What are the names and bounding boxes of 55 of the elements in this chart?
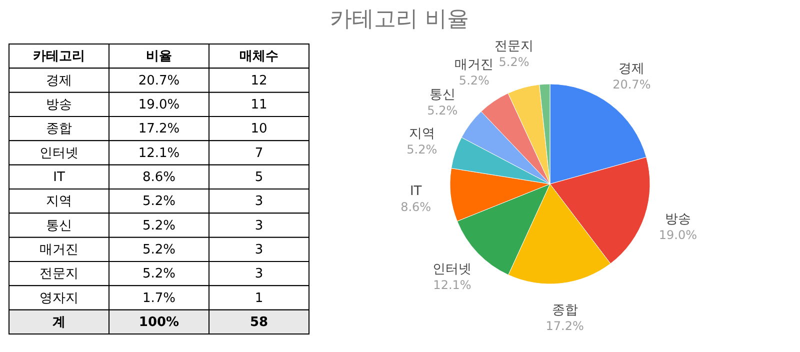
text: 19.0% (138, 97, 180, 112)
data-label: 12.1% (433, 278, 472, 292)
text: 100% (138, 314, 180, 330)
slice-label: 경제 (618, 62, 645, 76)
text: 매체수 (240, 49, 278, 64)
text: IT (53, 170, 65, 185)
text: 20.7% (138, 73, 180, 88)
text: 통신 (46, 218, 72, 234)
text: 종합 (46, 122, 72, 137)
text: 10 (250, 122, 268, 137)
slice-label: 전문지 (494, 38, 534, 54)
slice-label: 통신 (429, 88, 456, 103)
slice-label: 지역 (408, 126, 435, 142)
data-label: 5.2% (427, 104, 458, 118)
data-label: 8.6% (400, 200, 432, 214)
text: 전문지 (40, 266, 78, 282)
text: 17.2% (138, 122, 180, 137)
data-label: 17.2% (546, 319, 584, 334)
text: 5.2% (142, 266, 176, 282)
text: 1.7% (142, 290, 176, 306)
text: 5 (254, 170, 264, 185)
text: 방송 (46, 97, 72, 112)
text: 경제 (46, 73, 72, 88)
text: 5.2% (142, 242, 176, 258)
text: 3 (254, 218, 264, 234)
text: 계 (52, 314, 66, 330)
text: 58 (250, 314, 268, 330)
text: 8.6% (142, 170, 176, 185)
text: 12 (250, 73, 268, 88)
text: 5.2% (142, 194, 176, 210)
data-label: 5.2% (458, 73, 490, 88)
text: 지역 (46, 194, 72, 210)
text: 5.2% (142, 218, 176, 234)
data-label: 5.2% (498, 54, 530, 69)
text: 카테고리 (33, 49, 85, 64)
text: 영자지 (40, 290, 78, 306)
text: 11 (250, 97, 268, 112)
text: 3 (254, 242, 264, 258)
text: 3 (254, 266, 264, 282)
text: 인터넷 (40, 146, 78, 161)
slice-label: 매거진 (454, 57, 494, 72)
data-label: 20.7% (612, 78, 651, 92)
data-label: 5.2% (406, 142, 438, 156)
text: 12.1% (138, 146, 180, 161)
slice-label: 인터넷 (432, 262, 472, 278)
slice-label: 방송 (664, 212, 691, 228)
text: 1 (254, 290, 264, 306)
text: 매거진 (40, 242, 78, 258)
slice-label: IT (410, 184, 422, 200)
text: 7 (254, 146, 264, 161)
text: 비율 (146, 49, 172, 64)
data-label: 19.0% (658, 228, 698, 242)
slice-label: 종합 (552, 303, 578, 318)
chart-title: 카테고리 비율 (330, 7, 469, 32)
text: 3 (254, 194, 264, 210)
